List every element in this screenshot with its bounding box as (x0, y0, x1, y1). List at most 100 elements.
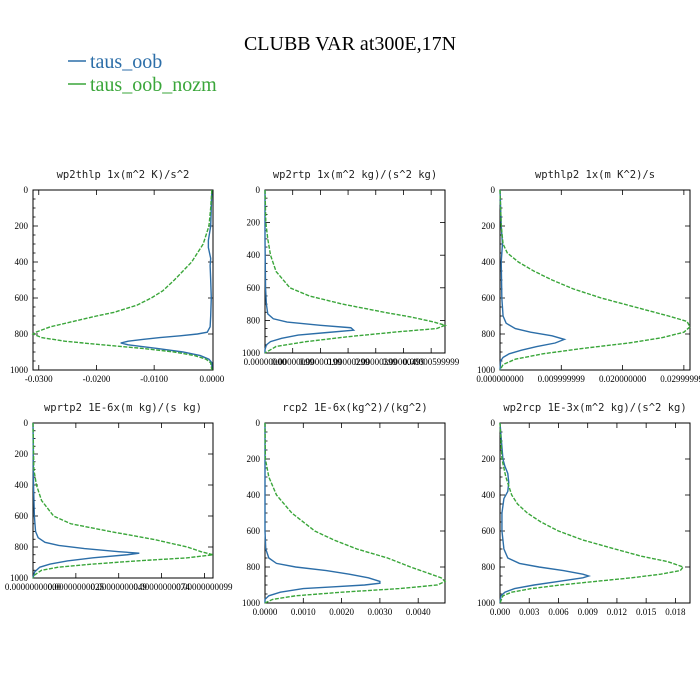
x-tick-label: 0.00000000099 (176, 582, 233, 592)
x-tick-label: 0.00000099 (271, 357, 314, 367)
y-tick-label: 1000 (10, 365, 29, 375)
panels: wp2thlp 1x(m^2 K)/s^202004006008001000-0… (5, 169, 700, 617)
plot-frame (499, 422, 691, 604)
panel-5: rcp2 1E-6x(kg^2)/(kg^2) 0 200 400 600 800 1000… (242, 402, 447, 617)
legend-label-taus-oob: taus_oob (90, 51, 162, 73)
panel-2: wp2rtp 1x(m^2 kg)/(s^2 kg) 0 200 400 600 800 1… (242, 169, 460, 367)
x-tick-label: 0.00000000 (244, 357, 287, 367)
x-tick-label: 0.029999999 (660, 374, 700, 384)
y-tick-label: 400 (247, 490, 261, 500)
y-tick-label: 200 (15, 449, 29, 459)
plot-frame (264, 189, 446, 354)
x-tick-label: -0.0300 (25, 374, 53, 384)
legend: taus_oob taus_oob_nozm (68, 51, 217, 96)
legend-label-taus-oob-nozm: taus_oob_nozm (90, 74, 217, 96)
x-tick-label: 0.006 (548, 607, 569, 617)
series-line-taus-oob (264, 190, 356, 353)
y-tick-label: 600 (15, 511, 29, 521)
series-line-taus-oob-nozm (264, 422, 447, 604)
series-line-taus-oob-nozm (32, 422, 214, 579)
x-tick-label: 0.00000599999 (403, 357, 460, 367)
plot-frame (499, 189, 691, 371)
y-tick-label: 200 (247, 454, 261, 464)
panel-title: wprtp2 1E-6x(m kg)/(s kg) (44, 402, 202, 414)
y-tick-label: 800 (247, 562, 261, 572)
x-tick-label: 0.018 (665, 607, 686, 617)
panel-title: wp2thlp 1x(m^2 K)/s^2 (57, 169, 190, 181)
panel-title: wp2rcp 1E-3x(m^2 kg)/(s^2 kg) (503, 402, 686, 414)
series-line-taus-oob-nozm (264, 189, 448, 354)
x-tick-label: 0.0020 (329, 607, 354, 617)
y-tick-label: 0 (491, 418, 496, 428)
y-tick-label: 0 (256, 418, 261, 428)
panel-1: wp2thlp 1x(m^2 K)/s^202004006008001000-0… (10, 169, 225, 384)
y-tick-label: 800 (247, 315, 261, 325)
x-tick-label: 0.009999999 (538, 374, 586, 384)
x-tick-label: 0.0010 (291, 607, 316, 617)
y-tick-label: 1000 (10, 573, 29, 583)
plot-frame (264, 422, 446, 604)
x-tick-label: 0.00000499 (382, 357, 425, 367)
x-tick-label: 0.000 (490, 607, 511, 617)
y-tick-label: 1000 (477, 598, 496, 608)
series-line-taus-oob (499, 422, 592, 604)
y-tick-label: 600 (482, 526, 496, 536)
y-tick-label: 200 (247, 218, 261, 228)
x-tick-label: 0.015 (636, 607, 657, 617)
y-tick-label: 600 (247, 526, 261, 536)
panel-title: rcp2 1E-6x(kg^2)/(kg^2) (282, 402, 427, 414)
y-tick-label: 400 (15, 257, 29, 267)
y-tick-label: 400 (482, 257, 496, 267)
x-tick-label: -0.0100 (140, 374, 168, 384)
series-line-taus-oob-nozm (31, 189, 213, 371)
x-tick-label: 0.0000 (199, 374, 224, 384)
x-tick-label: 0.0000 (253, 607, 278, 617)
y-tick-label: 800 (15, 542, 29, 552)
x-tick-label: 0.020000000 (599, 374, 647, 384)
panel-3: wpthlp2 1x(m K^2)/s020040060080010000.00… (476, 169, 700, 384)
figure-title: CLUBB VAR at300E,17N (244, 33, 456, 55)
y-tick-label: 1000 (242, 348, 261, 358)
y-tick-label: 0 (491, 185, 496, 195)
y-tick-label: 200 (482, 454, 496, 464)
x-tick-label: 0.0030 (368, 607, 393, 617)
y-tick-label: 600 (15, 293, 29, 303)
y-tick-label: 800 (15, 329, 29, 339)
x-tick-label: 0.00000000025 (48, 582, 105, 592)
panel-title: wpthlp2 1x(m K^2)/s (535, 169, 655, 181)
y-tick-label: 400 (482, 490, 496, 500)
series-line-taus-oob (120, 189, 213, 370)
x-tick-label: 0.00000000000 (5, 582, 62, 592)
x-tick-label: 0.012 (607, 607, 627, 617)
y-tick-label: 0 (256, 185, 261, 195)
y-tick-label: 600 (247, 283, 261, 293)
y-tick-label: 0 (24, 185, 29, 195)
y-tick-label: 1000 (477, 365, 496, 375)
x-tick-label: 0.000000000 (476, 374, 524, 384)
series-line-taus-oob-nozm (499, 422, 685, 604)
series-line-taus-oob (499, 189, 567, 371)
y-tick-label: 200 (482, 221, 496, 231)
x-tick-label: 0.00000299 (327, 357, 370, 367)
x-tick-label: 0.009 (578, 607, 599, 617)
x-tick-label: 0.00000199 (299, 357, 342, 367)
panel-4: wprtp2 1E-6x(m kg)/(s kg) 0 200 400 600 800 10… (5, 402, 233, 592)
x-tick-label: 0.0040 (406, 607, 431, 617)
x-tick-label: 0.00000000074 (133, 582, 190, 592)
y-tick-label: 1000 (242, 598, 261, 608)
x-tick-label: -0.0200 (83, 374, 111, 384)
y-tick-label: 800 (482, 562, 496, 572)
panel-title: wp2rtp 1x(m^2 kg)/(s^2 kg) (273, 169, 437, 181)
y-tick-label: 200 (15, 221, 29, 231)
series-line-taus-oob (264, 423, 381, 603)
series-line-taus-oob (32, 422, 140, 579)
panel-6: wp2rcp 1E-3x(m^2 kg)/(s^2 kg) 0 200 400 600 8… (477, 402, 691, 617)
x-tick-label: 0.00000000049 (91, 582, 148, 592)
x-tick-label: 0.003 (519, 607, 540, 617)
series-line-taus-oob-nozm (499, 189, 691, 371)
y-tick-label: 800 (482, 329, 496, 339)
y-tick-label: 400 (15, 480, 29, 490)
y-tick-label: 600 (482, 293, 496, 303)
y-tick-label: 0 (24, 418, 29, 428)
